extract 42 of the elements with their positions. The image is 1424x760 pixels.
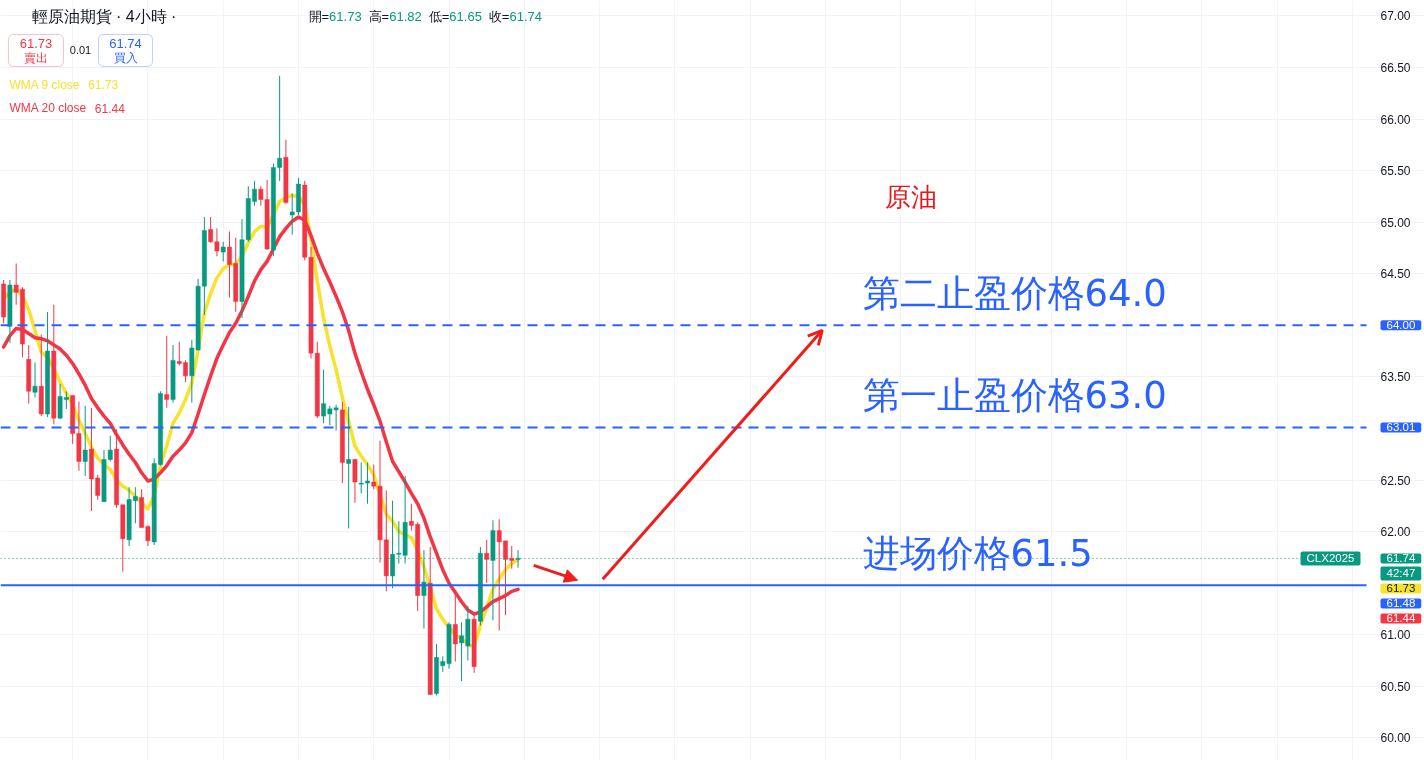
y-tick-label: 63.50: [1380, 370, 1411, 385]
y-tick-label: 65.00: [1380, 215, 1411, 230]
candlestick: [346, 406, 352, 529]
y-tick-label: 62.50: [1380, 473, 1411, 488]
ref-line-label: 进场价格61.5: [862, 531, 1093, 575]
y-tick-label: 64.50: [1380, 267, 1411, 282]
text: 61.73: [88, 78, 119, 92]
annotation: 0.01: [69, 43, 92, 56]
y-tick-label: 66.50: [1380, 61, 1411, 76]
annotation: 原油: [884, 181, 937, 212]
y-tick-label: 61.00: [1380, 628, 1411, 643]
y-tick-label: 65.50: [1380, 164, 1411, 179]
annotation: 賣出: [24, 51, 48, 65]
y-tick-label: 67.00: [1380, 9, 1411, 24]
annotation: 64.00: [1386, 319, 1416, 332]
y-tick-label: 60.50: [1380, 679, 1411, 694]
annotation: 61.44: [1386, 612, 1416, 625]
candlestick: [164, 335, 170, 409]
y-tick-label: 66.00: [1380, 112, 1411, 127]
candlestick: [352, 458, 358, 504]
annotation: 61.48: [1386, 597, 1416, 610]
ref-line-label: 第二止盈价格64.0: [862, 271, 1167, 315]
candlestick: [484, 539, 490, 584]
annotation: 63.01: [1386, 421, 1416, 434]
annotation: 61.74: [1386, 552, 1416, 565]
candlestick: [32, 361, 38, 399]
text: 輕原油期貨 · 4小時 ·: [31, 8, 177, 25]
annotation: 42:47: [1386, 567, 1416, 580]
annotation: 61.73: [1386, 582, 1416, 595]
text: WMA 9 close: [9, 77, 80, 92]
text: 開=61.73 高=61.82 低=61.65 收=61.74: [308, 9, 542, 24]
candlestick: [220, 241, 226, 262]
ref-line-label: 第一止盈价格63.0: [862, 373, 1167, 417]
annotation: 61.74: [109, 36, 142, 51]
text: WMA 20 close: [9, 101, 87, 115]
text: 61.44: [94, 101, 125, 116]
candlestick: [82, 405, 88, 477]
y-tick-label: 60.00: [1380, 731, 1411, 746]
y-tick-label: 62.00: [1380, 525, 1411, 540]
annotation: 61.73: [19, 36, 53, 51]
annotation: 買入: [113, 50, 138, 64]
ref-line-label: CLX2025: [1306, 552, 1355, 565]
